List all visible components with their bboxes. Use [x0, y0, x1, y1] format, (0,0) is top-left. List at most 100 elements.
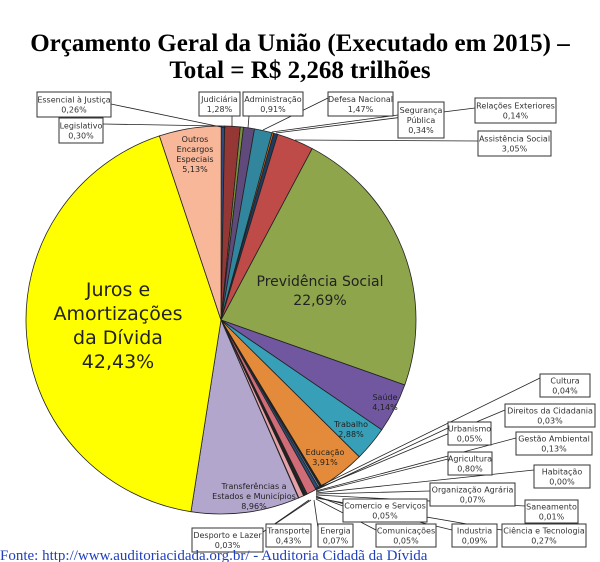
- callout-direitos-da-cidadania: Direitos da Cidadania 0,03%: [504, 403, 596, 428]
- leader-line: [315, 458, 449, 493]
- callout-box: [524, 499, 579, 524]
- callout-box: [533, 464, 591, 489]
- callout-text: Saneamento 0,01%: [526, 503, 577, 522]
- leader-line: [102, 123, 221, 127]
- slice-label: Previdência Social 22,69%: [257, 274, 384, 309]
- callout-text: Relações Exteriores 0,14%: [476, 102, 555, 121]
- callout-energia: Energia 0,07%: [317, 523, 354, 548]
- callout-text: Organização Agrária 0,07%: [432, 486, 514, 505]
- callout-box: [342, 498, 428, 523]
- callout-box: [515, 431, 593, 456]
- callout-defesa-nacional: Defesa Nacional 1,47%: [327, 91, 394, 117]
- pie-slice-previdencia-social: [220, 148, 417, 386]
- callout-comunicacoes: Comunicações 0,05%: [375, 523, 437, 548]
- callout-legislativo: Legislativo 0,30%: [58, 117, 104, 144]
- slice-label: Juros e Amortizações da Dívida 42,43%: [54, 279, 183, 373]
- callout-text: Comunicações 0,05%: [377, 527, 435, 546]
- callout-box: [242, 91, 304, 117]
- callout-box: [397, 101, 445, 139]
- callout-industria: Industria 0,09%: [451, 523, 498, 548]
- callout-assistencia-social: Assistência Social 3,05%: [477, 130, 552, 157]
- callout-seguranca: Segurança Pública 0,34%: [397, 101, 445, 139]
- callout-judiciaria: Judiciária 1,28%: [198, 91, 241, 117]
- callout-gestao-ambiental: Gestão Ambiental 0,13%: [515, 431, 593, 456]
- callout-box: [265, 523, 312, 548]
- callout-text: Cultura 0,04%: [550, 377, 579, 396]
- callout-box: [198, 91, 241, 117]
- pie-slice-transferencias-a-estados-e-municipios: [190, 318, 299, 515]
- leader-line: [315, 377, 541, 489]
- callout-text: Habitação 0,00%: [542, 468, 583, 487]
- callout-text: Comercio e Serviços 0,05%: [344, 502, 426, 521]
- leader-line: [315, 495, 344, 507]
- callout-box: [539, 373, 591, 398]
- callout-text: Desporto e Lazer 0,03%: [193, 531, 262, 550]
- chart-title-line-2: Total = R$ 2,268 trilhões: [169, 57, 431, 84]
- callout-box: [477, 130, 552, 157]
- callout-transporte: Transporte 0,43%: [265, 523, 312, 548]
- callout-text: Essencial à Justiça 0,26%: [37, 96, 110, 115]
- source-note: Fonte: http://www.auditoriacidada.org.br…: [0, 548, 428, 562]
- pie-slice-outros-encargos-especiais: [158, 125, 222, 321]
- callout-box: [474, 97, 557, 124]
- callout-text: Legislativo 0,30%: [60, 122, 103, 141]
- callout-box: [317, 523, 354, 548]
- leader-line: [315, 469, 535, 494]
- callout-text: Assistência Social 3,05%: [479, 134, 550, 154]
- callout-saneamento: Saneamento 0,01%: [524, 499, 579, 524]
- callout-text: Agricultura 0,80%: [448, 455, 492, 474]
- callout-box: [375, 523, 437, 548]
- leader-line: [313, 499, 319, 529]
- callout-administracao: Administração 0,91%: [242, 91, 304, 117]
- pie-slice-juros-e-amortizacoes-da-divida: [25, 135, 222, 513]
- callout-cultura: Cultura 0,04%: [539, 373, 591, 398]
- slice-label: Saúde 4,14%: [372, 393, 398, 412]
- callout-relacoes-exteriores: Relações Exteriores 0,14%: [474, 97, 557, 124]
- leader-line: [315, 437, 517, 492]
- callout-box: [429, 482, 516, 507]
- slice-label: Transferências a Estados e Municípios 8,96…: [212, 481, 296, 511]
- callout-box: [447, 421, 492, 446]
- callout-text: Administração 0,91%: [244, 95, 302, 114]
- callout-essencial-a-justica: Essencial à Justiça 0,26%: [36, 91, 112, 118]
- callout-text: Segurança Pública 0,34%: [400, 106, 443, 135]
- callout-box: [36, 91, 112, 118]
- callout-box: [447, 451, 493, 476]
- slice-label: Educação 3,91%: [306, 448, 345, 467]
- leader-line: [274, 499, 312, 525]
- callout-urbanismo: Urbanismo 0,05%: [447, 421, 492, 446]
- callout-text: Defesa Nacional 1,47%: [328, 95, 393, 114]
- pie-inside-labels: Juros e Amortizações da Dívida 42,43% Previd…: [54, 135, 399, 511]
- callout-box: [501, 523, 587, 548]
- leader-line: [294, 139, 479, 142]
- callout-text: Transporte 0,43%: [266, 527, 310, 546]
- leader-line: [315, 427, 449, 491]
- callout-text: Direitos da Cidadania 0,03%: [507, 407, 593, 426]
- leader-line: [271, 114, 399, 133]
- callout-labels: Essencial à Justiça 0,26% Legislativo 0,30%…: [36, 91, 596, 553]
- callout-box: [58, 117, 104, 144]
- callout-text: Judiciária 1,28%: [200, 95, 238, 114]
- callout-box: [504, 403, 596, 428]
- callout-text: Gestão Ambiental 0,13%: [518, 435, 590, 454]
- chart-title-line-1: Orçamento Geral da União (Executado em 2…: [30, 30, 570, 57]
- callout-box: [327, 91, 394, 117]
- callout-text: Ciência e Tecnologia 0,27%: [503, 526, 585, 546]
- callout-organizacao-agraria: Organização Agrária 0,07%: [429, 482, 516, 507]
- leader-line: [315, 490, 431, 495]
- callout-agricultura: Agricultura 0,80%: [447, 451, 493, 476]
- callout-comercio-e-servicos: Comercio e Serviços 0,05%: [342, 498, 428, 523]
- callout-box: [191, 527, 264, 553]
- callout-ciencia-e-tecnologia: Ciência e Tecnologia 0,27%: [501, 523, 587, 548]
- callout-text: Urbanismo 0,05%: [448, 425, 491, 444]
- callout-desporto-e-lazer: Desporto e Lazer 0,03%: [191, 527, 264, 553]
- callout-box: [451, 523, 498, 548]
- pie-slices: [25, 125, 417, 515]
- leader-line: [247, 115, 250, 129]
- callout-habitacao: Habitação 0,00%: [533, 464, 591, 489]
- callout-text: Energia 0,07%: [320, 527, 350, 546]
- slice-label: Outros Encargos Especiais 5,13%: [176, 135, 213, 174]
- slice-label: Trabalho 2,88%: [333, 420, 368, 439]
- leader-line: [110, 103, 227, 129]
